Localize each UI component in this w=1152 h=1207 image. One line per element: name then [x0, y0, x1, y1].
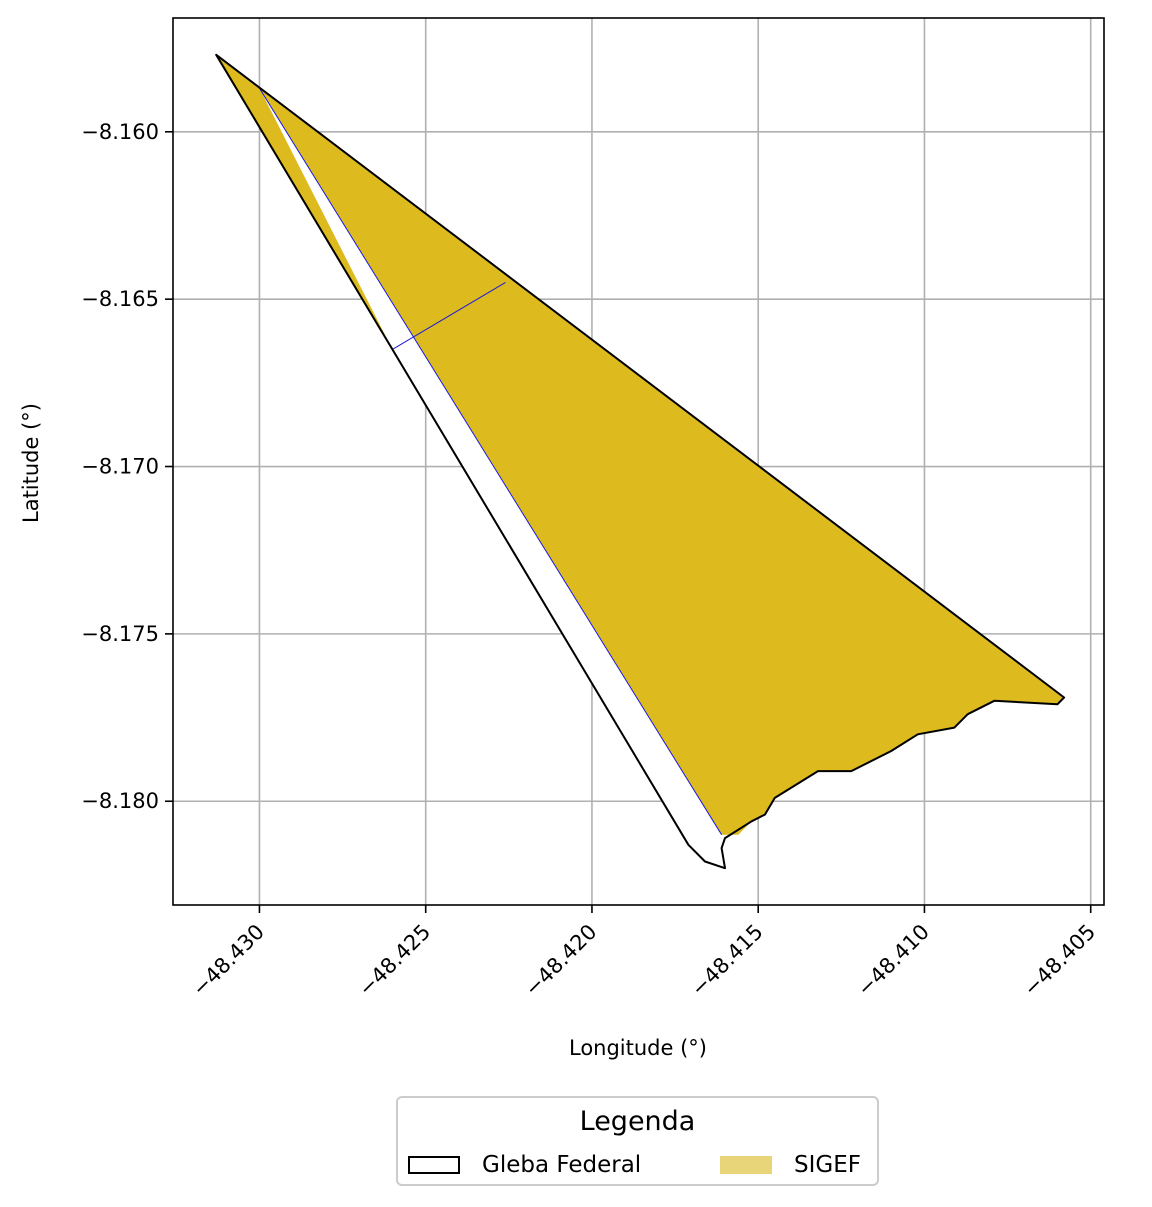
- x-tick-label: −48.405: [1019, 920, 1100, 1001]
- y-tick-label: −8.160: [81, 120, 159, 144]
- legend-item-sigef: SIGEF: [720, 1150, 861, 1180]
- sigef-swatch: [720, 1156, 772, 1174]
- map-figure: −48.430 −48.425 −48.420 −48.415 −48.410 −48.4…: [19, 17, 1105, 1060]
- x-axis-label: Longitude (°): [569, 1036, 707, 1060]
- y-tick-label: −8.170: [81, 455, 159, 479]
- legend-item-gleba-federal: Gleba Federal: [408, 1150, 641, 1180]
- legend-title: Legenda: [579, 1106, 696, 1137]
- y-axis-label: Latitude (°): [19, 403, 43, 523]
- x-tick-label: −48.430: [188, 920, 269, 1001]
- legend: Legenda Gleba Federal SIGEF: [396, 1096, 879, 1186]
- plot-frame: [172, 17, 1105, 906]
- sigef-parcels: [216, 54, 1065, 835]
- x-tick-label: −48.410: [853, 920, 934, 1001]
- gleba-federal-swatch: [408, 1156, 460, 1174]
- x-tick-label: −48.425: [354, 920, 435, 1001]
- y-tick-label: −8.180: [81, 789, 159, 813]
- legend-label-sigef: SIGEF: [794, 1152, 861, 1178]
- y-tick-label: −8.175: [81, 622, 159, 646]
- legend-label-gleba-federal: Gleba Federal: [482, 1152, 642, 1178]
- x-tick-label: −48.415: [686, 920, 767, 1001]
- sigef-parcel-boundary: [392, 281, 506, 350]
- map-layers: [215, 53, 1066, 870]
- sigef-parcel-boundary: [259, 88, 723, 835]
- x-tick-label: −48.420: [520, 920, 601, 1001]
- gleba-federal-outline: [215, 53, 1066, 870]
- y-tick-label: −8.165: [81, 287, 159, 311]
